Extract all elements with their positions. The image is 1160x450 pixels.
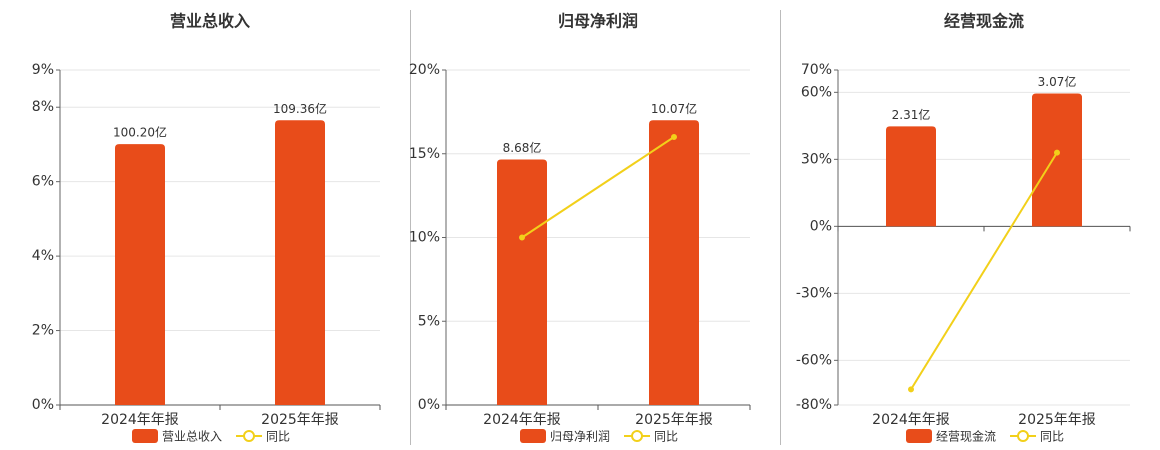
legend-swatch bbox=[906, 429, 932, 443]
x-tick-label: 2025年年报 bbox=[635, 412, 713, 428]
legend-marker bbox=[631, 430, 644, 442]
legend-label: 归母净利润 bbox=[550, 430, 610, 444]
legend-marker bbox=[1017, 430, 1030, 442]
legend-label: 营业总收入 bbox=[162, 430, 222, 444]
y-tick-label: 70% bbox=[801, 62, 832, 78]
bar bbox=[1032, 93, 1082, 227]
value-label: 10.07亿 bbox=[651, 101, 697, 116]
y-tick-label: -30% bbox=[796, 285, 832, 301]
y-tick-label: 20% bbox=[409, 62, 440, 78]
y-tick-label: 30% bbox=[801, 151, 832, 167]
y-tick-label: 2% bbox=[32, 323, 54, 339]
y-tick-label: 10% bbox=[409, 230, 440, 246]
value-label: 100.20亿 bbox=[113, 125, 167, 140]
y-tick-label: 60% bbox=[801, 84, 832, 100]
bar bbox=[275, 120, 325, 405]
y-tick-label: 0% bbox=[810, 218, 832, 234]
x-tick-label: 2025年年报 bbox=[1018, 412, 1096, 428]
chart-title: 营业总收入 bbox=[170, 12, 250, 31]
y-tick-label: -80% bbox=[796, 397, 832, 413]
bar bbox=[649, 120, 699, 405]
legend-swatch bbox=[132, 429, 158, 443]
x-tick-label: 2024年年报 bbox=[872, 412, 950, 428]
value-label: 2.31亿 bbox=[892, 107, 931, 122]
line-point bbox=[519, 234, 525, 241]
x-tick-label: 2025年年报 bbox=[261, 412, 339, 428]
x-tick-label: 2024年年报 bbox=[101, 412, 179, 428]
chart-title: 经营现金流 bbox=[944, 12, 1024, 31]
x-tick-label: 2024年年报 bbox=[483, 412, 561, 428]
line-point bbox=[908, 386, 914, 393]
legend-label: 同比 bbox=[1040, 430, 1064, 444]
legend-label: 同比 bbox=[266, 430, 290, 444]
line-point bbox=[1054, 149, 1060, 156]
bar bbox=[497, 159, 547, 405]
y-tick-label: 5% bbox=[418, 313, 440, 329]
y-tick-label: 9% bbox=[32, 62, 54, 78]
y-tick-label: -60% bbox=[796, 352, 832, 368]
y-tick-label: 6% bbox=[32, 174, 54, 190]
value-label: 109.36亿 bbox=[273, 101, 327, 116]
y-tick-label: 4% bbox=[32, 248, 54, 264]
line bbox=[910, 152, 1058, 390]
bar bbox=[115, 144, 165, 405]
y-tick-label: 0% bbox=[418, 397, 440, 413]
value-label: 8.68亿 bbox=[503, 140, 542, 155]
line bbox=[521, 136, 675, 239]
y-tick-label: 15% bbox=[409, 146, 440, 162]
legend-label: 经营现金流 bbox=[936, 429, 996, 444]
line-point bbox=[671, 134, 677, 140]
legend-swatch bbox=[520, 429, 546, 443]
y-tick-label: 0% bbox=[32, 397, 54, 413]
bar bbox=[886, 126, 936, 227]
chart-title: 归母净利润 bbox=[558, 12, 638, 31]
y-tick-label: 8% bbox=[32, 99, 54, 115]
legend-label: 同比 bbox=[654, 430, 678, 444]
value-label: 3.07亿 bbox=[1038, 74, 1077, 89]
legend-marker bbox=[243, 430, 256, 442]
